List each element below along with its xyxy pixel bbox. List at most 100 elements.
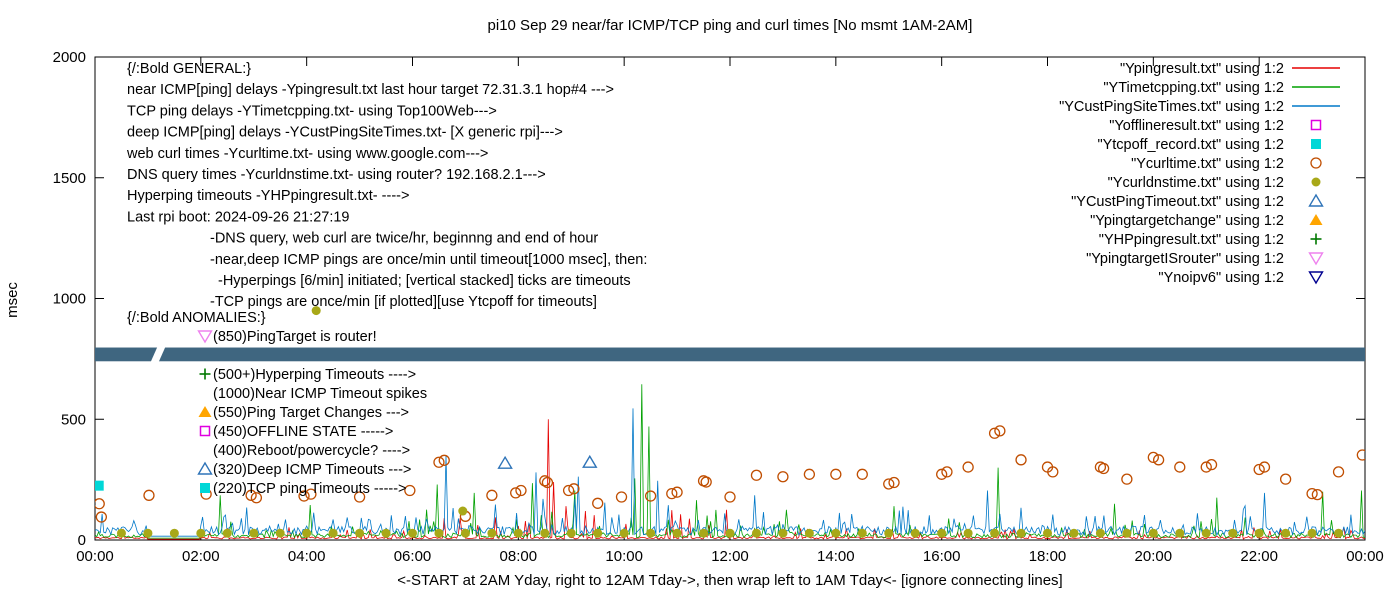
y-tick-label: 1500 [53,170,86,187]
dns-time-point [1307,528,1317,538]
curl-time-point [1121,473,1133,485]
dns-time-outlier [458,506,468,516]
curl-time-point [700,476,712,488]
curl-time-point [95,511,107,523]
curl-time-point [1015,454,1027,466]
anomaly-marker [200,483,210,493]
curl-time-point [438,454,450,466]
curl-time-point [724,491,736,503]
dns-time-point [990,528,1000,538]
dns-time-point [1069,528,1079,538]
curl-time-point [644,490,657,502]
curl-time-point [568,483,580,495]
x-tick-label: 16:00 [923,548,961,565]
legend-marker-sample [1308,271,1324,285]
scatter-series [95,306,1365,538]
general-note-line: -Hyperpings [6/min] initiated; [vertical… [218,273,631,289]
anomaly-marker [199,425,211,437]
dns-time-point [1228,528,1238,538]
dns-time-point [1281,528,1291,538]
curl-time-point [305,488,317,500]
curl-time-point [994,425,1006,437]
curl-time-point [1174,461,1186,473]
dns-time-point [751,528,761,538]
dns-time-point [1016,528,1026,538]
anomaly-note-line: (500+)Hyperping Timeouts ----> [213,367,416,383]
curl-time-point [1200,461,1212,473]
dns-time-point [884,528,894,538]
dns-time-point [540,528,550,538]
dns-time-point [1043,528,1052,538]
dns-time-point [249,528,259,538]
curl-time-point [305,488,317,500]
dns-time-point [1148,528,1158,538]
curl-time-point [1253,463,1265,476]
curl-time-point [988,427,1001,439]
deep-icmp-timeout-point [582,454,598,468]
anomaly-marker [199,368,211,380]
dns-time-point [540,528,550,538]
curl-time-point [433,456,445,468]
dns-time-point [831,528,841,538]
x-tick-label: 00:00 [76,548,114,565]
x-tick-label: 20:00 [1135,548,1173,565]
curl-time-point [941,466,953,478]
band-gap [150,346,166,363]
curl-time-point [1147,451,1159,464]
legend-marker-sample [1310,119,1322,131]
x-tick-label: 08:00 [500,548,538,565]
dns-time-point [1095,528,1105,538]
curl-time-point [250,492,263,504]
dns-time-point [328,528,338,538]
deep-icmp-timeout-point [582,454,598,468]
dns-time-point [725,528,735,538]
curl-time-point [510,487,522,499]
dns-time-point [619,528,629,538]
band-rect [95,347,1365,362]
curl-time-point [888,476,900,489]
curl-time-point [1332,466,1345,478]
legend-label: "Ypingresult.txt" using 1:2 [1120,61,1284,77]
x-tick-label: 10:00 [605,548,643,565]
y-tick-label: 1000 [53,291,86,308]
general-note-line: deep ICMP[ping] delays -YCustPingSiteTim… [127,125,563,141]
dns-time-point [1281,528,1291,538]
curl-time-point [541,476,554,489]
dns-time-point [1334,528,1344,538]
dns-time-point [355,528,365,538]
dns-time-point [857,528,867,538]
legend-marker-sample [1308,252,1324,266]
dns-time-point [963,528,973,538]
curl-time-point [515,484,527,497]
dns-time-point [434,528,444,538]
legend-label: "YHPpingresult.txt" using 1:2 [1099,232,1284,248]
dns-time-point [408,528,417,538]
dns-time-point [1148,528,1158,538]
curl-time-point [1279,473,1292,485]
general-note-line: -near,deep ICMP pings are once/min until… [210,252,647,268]
curl-time-point [1311,488,1324,501]
curl-time-point [245,489,257,501]
plot-area: 0 500 1000 1500 2000 00:00 02:00 04:00 06:00 08:0… [53,49,1384,565]
curl-time-point [486,489,498,501]
legend-marker-sample [1309,214,1323,225]
curl-time-point [353,491,366,503]
curl-time-point [994,425,1006,437]
curl-time-point [1356,449,1365,461]
legend-label: "Ycurldnstime.txt" using 1:2 [1108,175,1284,191]
curl-time-point [1356,449,1365,461]
curl-time-point [1200,461,1212,473]
dns-time-point [1201,528,1211,538]
curl-time-point [803,468,816,480]
legend-label: "YpingtargetISrouter" using 1:2 [1086,251,1284,267]
general-note-line: near ICMP[ping] delays -Ypingresult.txt … [127,82,614,98]
legend-label: "Yofflineresult.txt" using 1:2 [1109,118,1284,134]
curl-time-point [671,486,683,498]
dns-time-point [1016,528,1026,538]
dns-time-point [1175,528,1185,538]
curl-time-point [298,490,310,502]
anomaly-note-line: (550)Ping Target Changes ---> [213,405,409,421]
dns-time-point [302,528,312,538]
curl-time-point [830,468,842,480]
dns-time-point [222,528,232,538]
